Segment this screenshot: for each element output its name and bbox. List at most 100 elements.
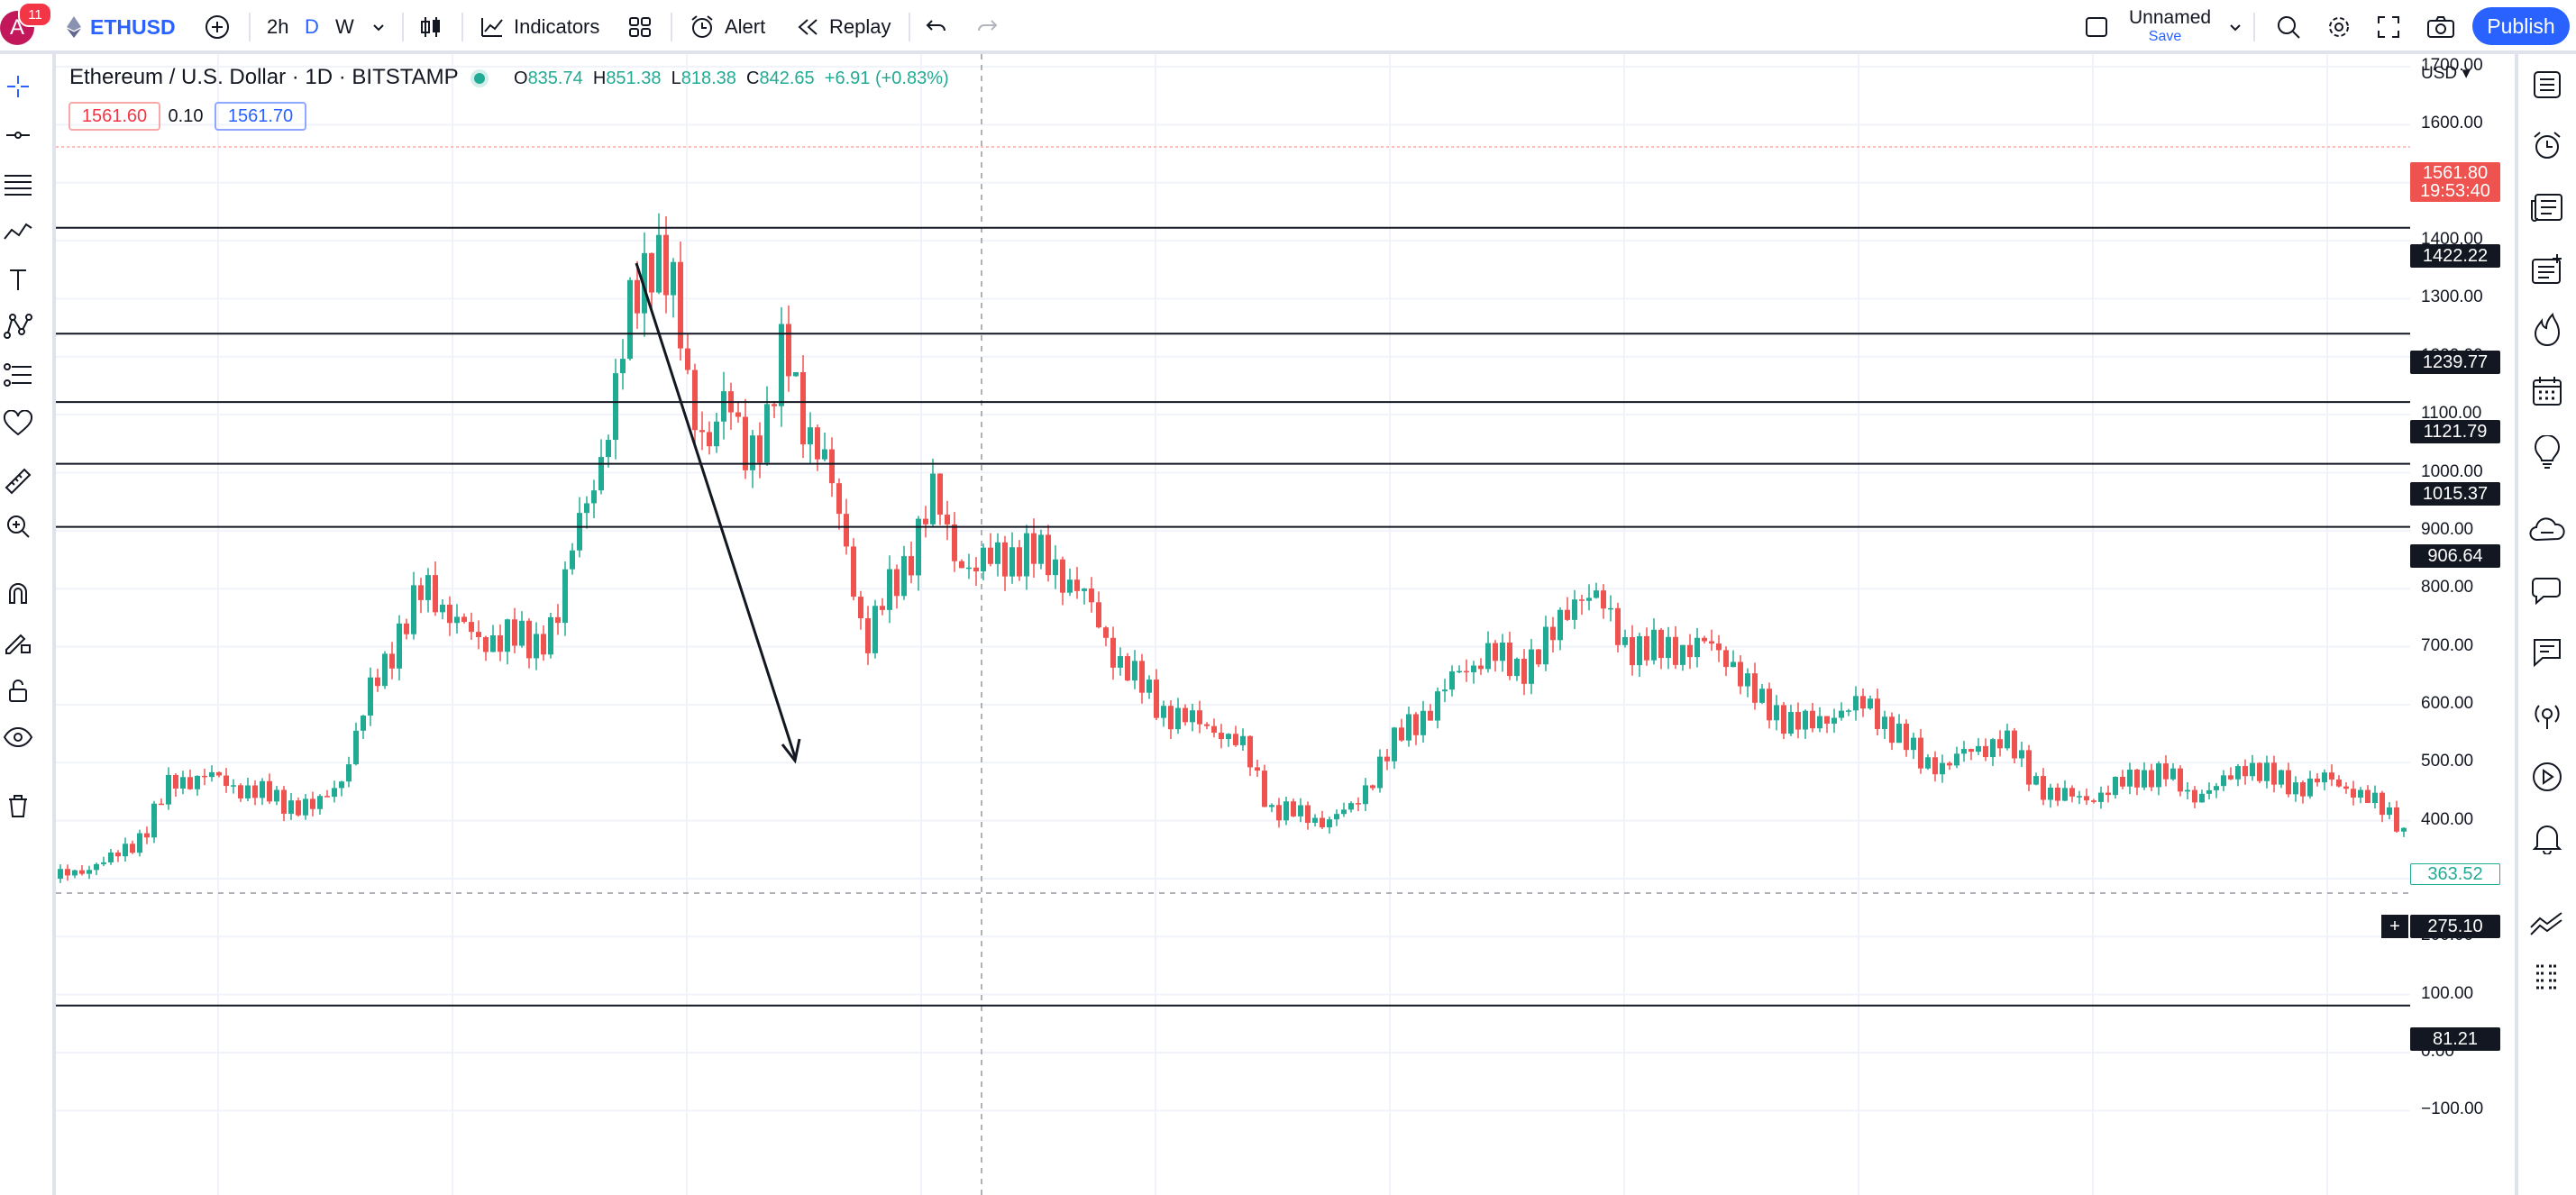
hotlist-button[interactable] (2527, 312, 2567, 351)
remove-drawings-tool[interactable] (0, 789, 36, 826)
symbol-search[interactable]: ETHUSD (67, 0, 176, 54)
candle-body (425, 575, 431, 600)
candle-body (627, 279, 633, 360)
streams-button[interactable] (2527, 512, 2567, 552)
candle-body (1341, 809, 1347, 815)
broadcast-button[interactable] (2527, 698, 2567, 737)
notifications-icon (2532, 822, 2562, 859)
candle-body (1997, 739, 2003, 749)
chart-type-button[interactable] (418, 0, 443, 54)
candle-body (2336, 779, 2342, 787)
ideas-button[interactable] (2527, 433, 2567, 474)
text-tool[interactable] (0, 263, 36, 299)
candle-body (541, 634, 546, 655)
lock-tool[interactable] (0, 674, 36, 710)
fullscreen-button[interactable] (2376, 0, 2401, 54)
brush-tool[interactable] (0, 216, 36, 252)
price-tick: 600.00 (2421, 693, 2474, 713)
add-alert-plus-button[interactable]: + (2381, 915, 2408, 938)
indicators-label: Indicators (514, 15, 600, 38)
crosshair-tool[interactable] (0, 70, 36, 106)
notifications-button[interactable] (2527, 820, 2567, 860)
settings-button[interactable] (2325, 0, 2352, 54)
publish-button[interactable]: Publish (2472, 7, 2570, 45)
candle-body (1197, 710, 1202, 725)
candle-body (1240, 735, 1246, 745)
prediction-icon (3, 361, 33, 393)
replay-button[interactable]: Replay (795, 0, 891, 54)
candle-body (65, 869, 70, 876)
watchlist-button[interactable] (2527, 67, 2567, 106)
candle-body (1882, 716, 1887, 729)
layout-name-button[interactable]: Unnamed Save (2129, 7, 2211, 45)
interval-label: W (335, 15, 354, 38)
candle-body (346, 764, 352, 782)
candle-body (2106, 792, 2111, 796)
ruler-tool[interactable] (0, 465, 36, 501)
interval-dropdown[interactable] (371, 0, 386, 54)
text-icon (5, 266, 32, 297)
redo-button[interactable] (975, 0, 999, 54)
candle-body (721, 391, 726, 422)
chart-sync-button[interactable] (2527, 905, 2567, 944)
candle-body (512, 619, 517, 646)
dom-button[interactable] (2527, 961, 2567, 1000)
magnet-tool[interactable] (0, 577, 36, 613)
candle-body (1154, 680, 1159, 718)
alert-button[interactable]: Alert (689, 0, 765, 54)
buy-button[interactable]: 1561.70 (215, 102, 306, 131)
trend-line-tool[interactable] (0, 119, 36, 155)
candle-body (1320, 817, 1325, 828)
level-tag: 81.21 (2410, 1027, 2500, 1051)
favorites-tool[interactable] (0, 407, 36, 443)
candle-body (72, 870, 78, 876)
candle-body (743, 416, 748, 470)
candle-body (1175, 707, 1181, 730)
last-value-tag: 363.52 (2410, 863, 2500, 885)
candle-body (1471, 665, 1476, 672)
undo-button[interactable] (925, 0, 948, 54)
candle-body (1817, 716, 1822, 729)
fib-tool[interactable] (0, 168, 36, 204)
play-button[interactable] (2527, 759, 2567, 798)
layouts-button[interactable] (627, 0, 653, 54)
plus-icon: + (2389, 916, 2400, 936)
price-chart[interactable] (56, 54, 2515, 1195)
candle-body (498, 635, 503, 652)
layout-dropdown[interactable] (2228, 0, 2243, 54)
divider (2253, 13, 2255, 41)
candle-body (1889, 716, 1895, 743)
chats-button[interactable] (2527, 573, 2567, 613)
search-button[interactable] (2275, 0, 2302, 54)
chart-pane[interactable] (56, 54, 2515, 1195)
interval-w[interactable]: W (335, 0, 354, 54)
layout-select-checkbox[interactable] (2084, 0, 2109, 54)
zoom-tool[interactable] (0, 510, 36, 546)
messages-button[interactable] (2527, 634, 2567, 674)
candle-body (1853, 696, 1859, 711)
interval-2h[interactable]: 2h (267, 0, 288, 54)
candle-body (1731, 661, 1736, 668)
order-panel-button[interactable] (2527, 251, 2567, 290)
pattern-tool[interactable] (0, 310, 36, 346)
currency-selector[interactable]: USD ▾ (2421, 64, 2471, 83)
indicators-button[interactable]: Indicators (480, 0, 599, 54)
candle-body (1348, 803, 1354, 810)
candle-body (1687, 644, 1693, 658)
sell-button[interactable]: 1561.60 (69, 102, 160, 131)
candle-body (1781, 705, 1786, 734)
snapshot-button[interactable] (2426, 0, 2455, 54)
lock-drawings-tool[interactable] (0, 625, 36, 661)
compare-button[interactable] (204, 0, 231, 54)
calendar-button[interactable] (2527, 373, 2567, 413)
candle-body (433, 575, 438, 613)
candle-body (332, 788, 337, 798)
chevron-down-icon (371, 20, 386, 34)
candle-body (490, 635, 496, 652)
candle-body (2055, 788, 2060, 801)
interval-d[interactable]: D (305, 0, 319, 54)
prediction-tool[interactable] (0, 359, 36, 395)
news-button[interactable] (2527, 189, 2567, 229)
hide-tool[interactable] (0, 721, 36, 757)
alerts-button[interactable] (2527, 128, 2567, 168)
